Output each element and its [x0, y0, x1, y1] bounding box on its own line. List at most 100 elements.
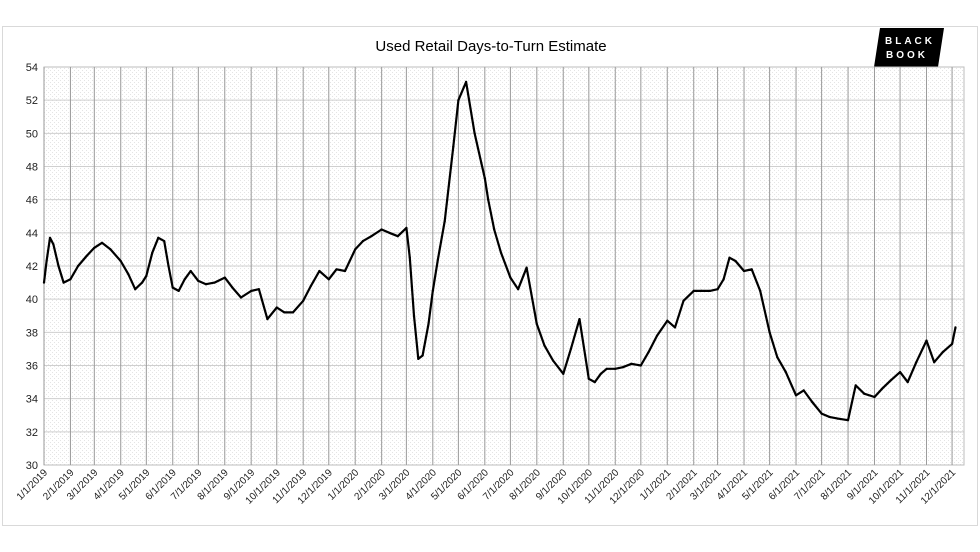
y-tick-label: 46: [26, 195, 38, 207]
data-point: [335, 268, 338, 271]
data-point: [811, 400, 814, 404]
data-point: [151, 251, 154, 254]
data-point: [157, 236, 160, 239]
data-point: [776, 356, 779, 359]
data-point: [100, 241, 104, 244]
data-point: [42, 281, 46, 284]
data-point: [266, 318, 269, 321]
data-point: [673, 326, 677, 329]
logo-line-2: BOOK: [886, 50, 928, 61]
black-book-logo: BLACK BOOK: [874, 28, 944, 67]
data-point: [509, 276, 512, 279]
y-tick-label: 38: [26, 327, 38, 339]
data-point: [863, 392, 866, 395]
data-point: [543, 344, 546, 347]
data-point: [605, 367, 608, 370]
data-point: [239, 296, 243, 299]
data-point: [93, 246, 96, 249]
data-point: [750, 268, 753, 271]
chart-title: Used Retail Days-to-Turn Estimate: [375, 38, 606, 55]
data-point: [134, 288, 137, 291]
logo-badge: [874, 28, 944, 67]
data-point: [846, 419, 850, 422]
data-point: [77, 264, 80, 268]
data-point: [380, 228, 383, 231]
y-tick-label: 34: [26, 394, 38, 406]
data-point: [167, 264, 170, 268]
data-point: [915, 361, 918, 364]
x-axis-ticks: 1/1/20192/1/20193/1/20194/1/20195/1/2019…: [15, 467, 959, 507]
data-point: [361, 240, 364, 243]
data-point: [925, 339, 928, 342]
data-point: [614, 367, 617, 370]
data-point: [587, 377, 590, 380]
data-point: [231, 286, 234, 289]
data-point: [525, 266, 528, 269]
data-point: [354, 248, 357, 251]
data-point: [412, 314, 416, 317]
data-point: [69, 278, 72, 281]
y-tick-label: 54: [26, 62, 38, 74]
data-point: [933, 361, 936, 364]
data-point: [483, 177, 486, 180]
data-point: [480, 162, 483, 165]
data-point: [183, 278, 186, 281]
data-point: [52, 243, 55, 246]
vertical-gridlines: [43, 67, 953, 465]
data-point: [213, 281, 216, 284]
data-point: [889, 379, 892, 382]
y-tick-label: 44: [26, 228, 38, 240]
data-point: [722, 278, 725, 281]
data-point: [639, 364, 642, 367]
y-tick-label: 48: [26, 162, 38, 174]
data-point: [742, 269, 746, 273]
data-point: [535, 322, 538, 326]
data-point: [700, 289, 703, 292]
data-point: [405, 226, 408, 229]
data-point: [854, 384, 857, 387]
data-point: [408, 256, 411, 259]
data-point: [759, 289, 762, 292]
y-tick-label: 40: [26, 294, 38, 306]
data-point: [417, 357, 420, 360]
data-point: [250, 289, 253, 292]
data-point: [309, 284, 312, 287]
data-point: [223, 276, 226, 279]
series-line: [42, 80, 957, 422]
data-point: [794, 394, 798, 397]
data-point: [666, 319, 669, 322]
data-point: [692, 289, 695, 292]
data-point: [954, 326, 957, 329]
data-point: [836, 417, 839, 420]
data-point: [465, 80, 468, 83]
data-point: [784, 371, 787, 374]
data-point: [906, 381, 909, 384]
data-point: [327, 278, 330, 281]
data-point: [431, 289, 434, 292]
data-point: [291, 311, 295, 314]
data-point: [569, 347, 573, 350]
logo-line-1: BLACK: [885, 36, 935, 47]
data-point: [141, 281, 144, 284]
data-point: [163, 240, 166, 243]
y-tick-label: 36: [26, 361, 38, 373]
data-point: [275, 306, 278, 309]
data-point: [171, 286, 174, 289]
data-point: [48, 236, 52, 239]
y-axis-ticks: 30 32 34 36 38 40 42 44 46 48 50 52 54: [26, 62, 38, 472]
data-point: [57, 264, 60, 268]
data-point: [768, 331, 771, 334]
data-point: [951, 342, 954, 345]
data-point: [802, 389, 805, 392]
chart-frame: [2, 26, 978, 526]
data-point: [145, 274, 148, 278]
data-point: [647, 351, 650, 354]
data-point: [257, 288, 260, 291]
y-tick-label: 32: [26, 427, 38, 439]
data-point: [45, 259, 48, 263]
data-point: [551, 359, 555, 362]
data-point: [396, 235, 399, 238]
data-point: [436, 258, 439, 261]
data-point: [388, 231, 391, 234]
